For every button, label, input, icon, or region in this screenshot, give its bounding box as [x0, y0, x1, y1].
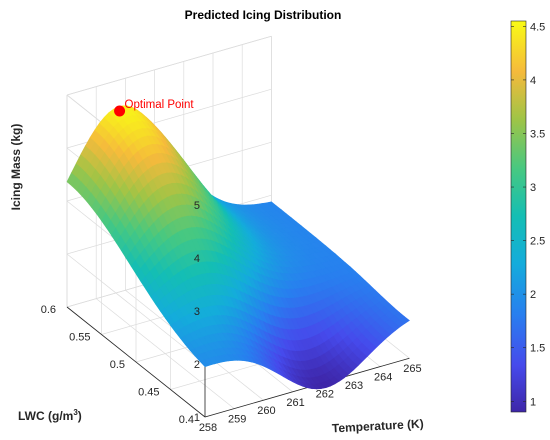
y-tick-label: 0.5 [110, 359, 125, 371]
y-tick-label: 0.45 [138, 387, 159, 399]
surface-patch [399, 316, 410, 324]
x-tick-label: 258 [199, 422, 217, 434]
colorbar-tick-label: 4.5 [530, 21, 545, 33]
z-tick-label: 3 [194, 306, 200, 318]
z-tick-label: 2 [194, 359, 200, 371]
chart-title: Predicted Icing Distribution [185, 8, 342, 22]
y-axis-line [66, 306, 206, 418]
x-tick-label: 261 [286, 397, 304, 409]
annotation-layer: Optimal Point [114, 99, 194, 117]
y-axis-label-text: LWC (g/m [18, 409, 73, 423]
colorbar-tick-label: 3 [530, 182, 536, 194]
y-tick-label: 0.4 [179, 414, 194, 426]
surface-layer [66, 105, 410, 390]
tick-layer: 1 2 3 4 5 0.4 0.45 0.5 0.55 0.6 258 259 260 261 262 263… [41, 200, 422, 434]
box-edge [66, 35, 272, 96]
y-axis-label-sup: 3 [73, 408, 78, 417]
z-tick-label: 5 [194, 200, 200, 212]
y-axis-label-end: ) [78, 409, 82, 423]
x-tick-label: 259 [228, 414, 246, 426]
colorbar-fill [510, 20, 527, 413]
x-axis-label: Temperature (K) [332, 417, 424, 436]
x-tick-label: 263 [345, 380, 363, 392]
z-tick-label: 4 [194, 253, 200, 265]
optimal-point-label: Optimal Point [125, 99, 195, 111]
colorbar-tick-label: 1.5 [530, 343, 545, 355]
y-tick-label: 0.6 [41, 304, 56, 316]
colorbar-tick-label: 2 [530, 289, 536, 301]
x-tick-label: 260 [257, 405, 275, 417]
grid-line [66, 253, 206, 365]
colorbar: 1 1.5 2 2.5 3 3.5 4 4.5 [510, 20, 545, 413]
colorbar-ticks: 1 1.5 2 2.5 3 3.5 4 4.5 [511, 21, 545, 408]
colorbar-tick-label: 3.5 [530, 128, 545, 140]
colorbar-tick-label: 2.5 [530, 236, 545, 248]
x-tick-label: 262 [316, 388, 334, 400]
y-axis-label: LWC (g/m3) [18, 408, 82, 423]
x-tick-label: 264 [374, 372, 392, 384]
colorbar-tick-label: 4 [530, 75, 536, 87]
colorbar-tick-label: 1 [530, 396, 536, 408]
y-tick-label: 0.55 [69, 332, 90, 344]
x-tick-label: 265 [403, 363, 421, 375]
optimal-point-marker [114, 105, 126, 117]
z-tick-label: 1 [194, 412, 200, 424]
z-axis-label: Icing Mass (kg) [9, 124, 23, 211]
